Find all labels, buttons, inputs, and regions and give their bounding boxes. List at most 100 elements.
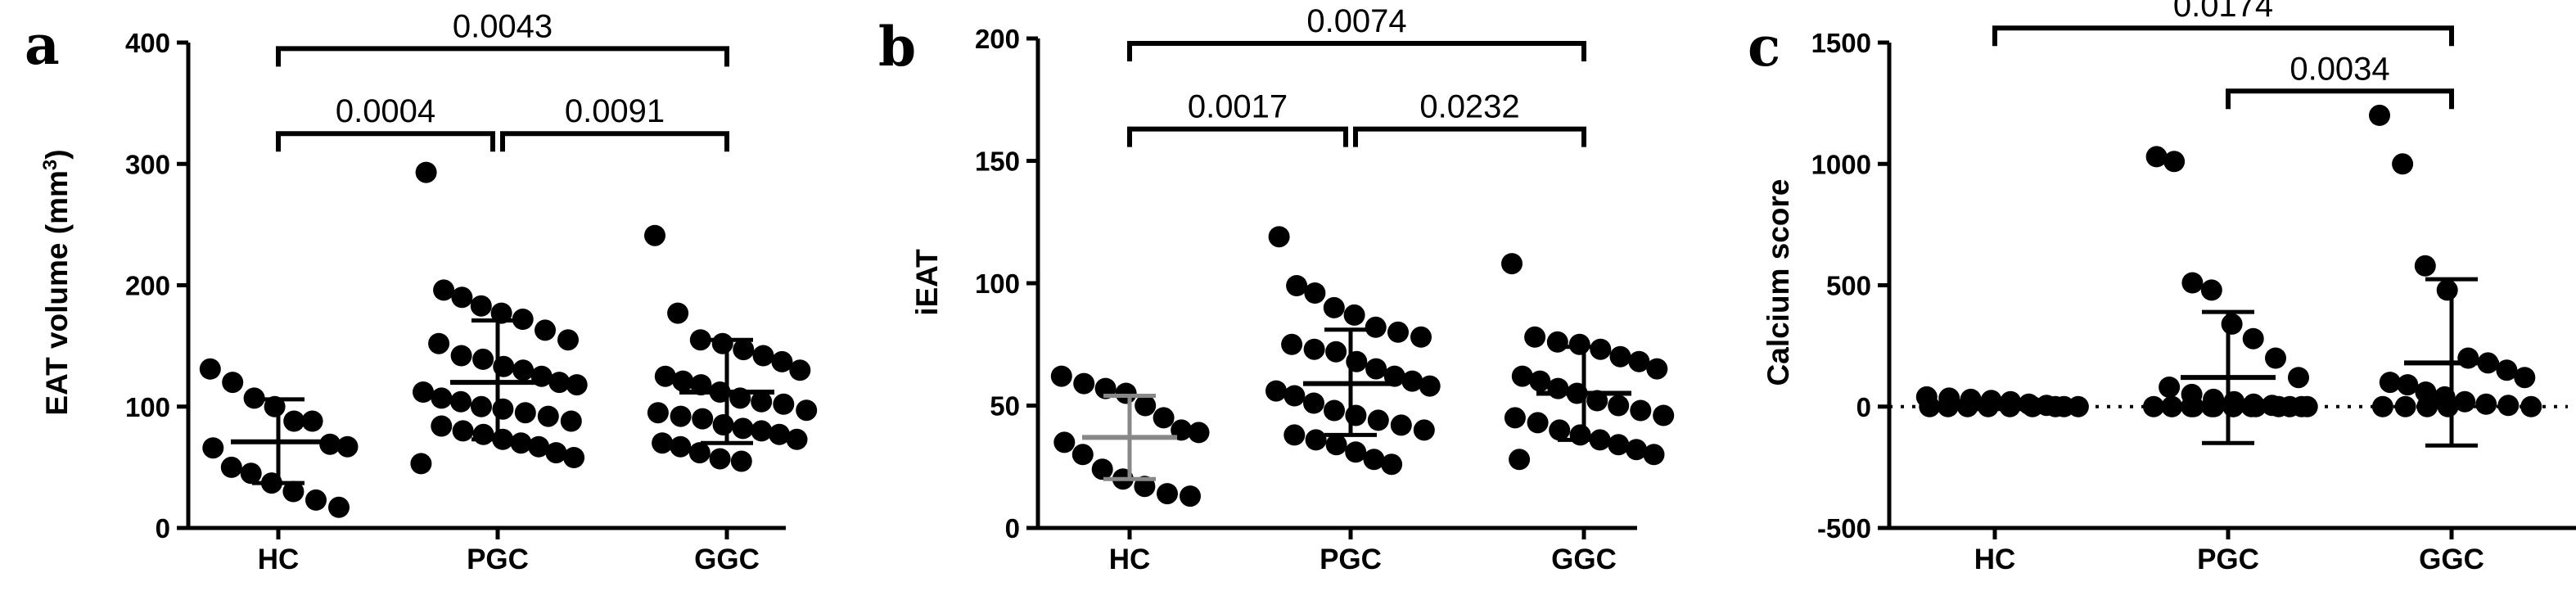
data-point bbox=[1626, 439, 1648, 461]
data-point bbox=[537, 405, 559, 427]
data-point bbox=[1413, 419, 1435, 441]
y-tick-label: 400 bbox=[125, 28, 170, 58]
data-point bbox=[202, 437, 224, 459]
y-axis-title-text: EAT volume (mm bbox=[40, 170, 74, 415]
y-tick-label: 200 bbox=[125, 271, 170, 301]
x-category-label: GGC bbox=[1551, 544, 1617, 575]
data-point bbox=[732, 417, 754, 440]
data-point bbox=[670, 405, 692, 427]
data-point bbox=[199, 358, 221, 380]
data-point bbox=[1387, 321, 1409, 343]
data-point bbox=[1524, 326, 1546, 348]
data-point bbox=[1323, 296, 1345, 318]
significance-bracket: 0.0074 bbox=[1127, 3, 1586, 61]
data-point bbox=[1569, 424, 1591, 446]
data-point bbox=[1091, 458, 1113, 480]
data-point bbox=[1073, 372, 1095, 395]
y-tick-label: 100 bbox=[975, 268, 1020, 299]
data-point bbox=[450, 345, 472, 367]
data-point bbox=[305, 489, 327, 511]
data-point bbox=[672, 370, 694, 392]
data-point bbox=[733, 339, 755, 361]
data-point bbox=[1390, 414, 1412, 436]
data-point bbox=[1381, 453, 1403, 476]
y-tick-label: 0 bbox=[1856, 392, 1871, 422]
data-point bbox=[1630, 399, 1652, 422]
bracket-line bbox=[1353, 126, 1586, 147]
data-point bbox=[2159, 377, 2181, 398]
data-point bbox=[1053, 431, 1076, 453]
data-point bbox=[789, 359, 811, 381]
data-point bbox=[2475, 393, 2497, 415]
y-tick-label: 1000 bbox=[1811, 149, 1871, 179]
bracket-line bbox=[1127, 126, 1348, 147]
data-point bbox=[1590, 338, 1612, 360]
significance-bracket: 0.0091 bbox=[500, 93, 729, 152]
data-point bbox=[1608, 395, 1630, 417]
data-point bbox=[301, 410, 323, 432]
data-point bbox=[2394, 395, 2416, 417]
data-point bbox=[1283, 385, 1306, 407]
data-point bbox=[560, 410, 582, 432]
data-point bbox=[240, 462, 262, 485]
data-point bbox=[2288, 367, 2309, 389]
data-point bbox=[773, 393, 795, 415]
data-point bbox=[1509, 449, 1531, 471]
data-point bbox=[2379, 372, 2401, 394]
y-axis-title-text: iEAT bbox=[910, 249, 944, 316]
data-point bbox=[428, 332, 450, 354]
data-point bbox=[2414, 255, 2436, 277]
data-point bbox=[2416, 395, 2438, 417]
p-value-label: 0.0017 bbox=[1188, 89, 1288, 125]
data-point bbox=[470, 295, 492, 317]
data-point bbox=[431, 415, 453, 437]
data-point bbox=[1304, 282, 1326, 304]
significance-bracket: 0.0232 bbox=[1353, 89, 1586, 147]
data-point bbox=[1646, 358, 1668, 380]
p-value-label: 0.0074 bbox=[1306, 3, 1406, 39]
data-point bbox=[1115, 382, 1137, 404]
data-point bbox=[2496, 359, 2518, 381]
y-axis-title: Calcium score bbox=[1762, 179, 1795, 386]
data-point bbox=[452, 420, 474, 442]
significance-bracket: 0.0034 bbox=[2226, 51, 2454, 110]
y-axis-title: iEAT bbox=[910, 249, 944, 316]
data-point bbox=[771, 350, 793, 372]
y-tick-label: 200 bbox=[975, 24, 1020, 54]
data-point bbox=[415, 161, 437, 183]
data-point bbox=[220, 456, 242, 478]
data-point bbox=[563, 447, 585, 468]
data-point bbox=[1504, 407, 1526, 429]
data-point bbox=[2067, 395, 2089, 417]
y-axis-title-text: Calcium score bbox=[1762, 179, 1795, 386]
y-tick-label: 50 bbox=[990, 391, 1020, 422]
data-point bbox=[1608, 434, 1630, 456]
data-point bbox=[528, 435, 550, 458]
data-point bbox=[413, 381, 434, 403]
data-point bbox=[1609, 345, 1631, 368]
data-point bbox=[472, 348, 494, 370]
data-point bbox=[282, 480, 305, 503]
data-point bbox=[1401, 370, 1423, 392]
y-tick-label: 500 bbox=[1826, 271, 1871, 301]
x-category-label: HC bbox=[1109, 544, 1151, 575]
y-axis-title-tail: ) bbox=[40, 149, 74, 159]
data-point bbox=[712, 414, 734, 435]
y-tick-label: 1500 bbox=[1811, 28, 1871, 58]
significance-bracket: 0.0043 bbox=[276, 8, 729, 67]
data-point bbox=[566, 374, 588, 396]
data-point bbox=[1325, 341, 1347, 363]
data-point bbox=[2514, 367, 2536, 389]
y-tick-label: 150 bbox=[975, 147, 1020, 177]
data-point bbox=[688, 442, 711, 464]
data-point bbox=[1527, 412, 1549, 434]
data-point bbox=[1365, 316, 1387, 338]
data-point bbox=[1265, 380, 1287, 402]
data-point bbox=[1365, 358, 1387, 380]
data-point bbox=[512, 359, 535, 381]
data-point bbox=[667, 302, 689, 324]
data-point bbox=[644, 224, 665, 246]
series-GGC bbox=[1501, 253, 1675, 471]
y-axis-title-superscript: 3 bbox=[39, 160, 61, 170]
x-category-label: GGC bbox=[694, 544, 760, 575]
